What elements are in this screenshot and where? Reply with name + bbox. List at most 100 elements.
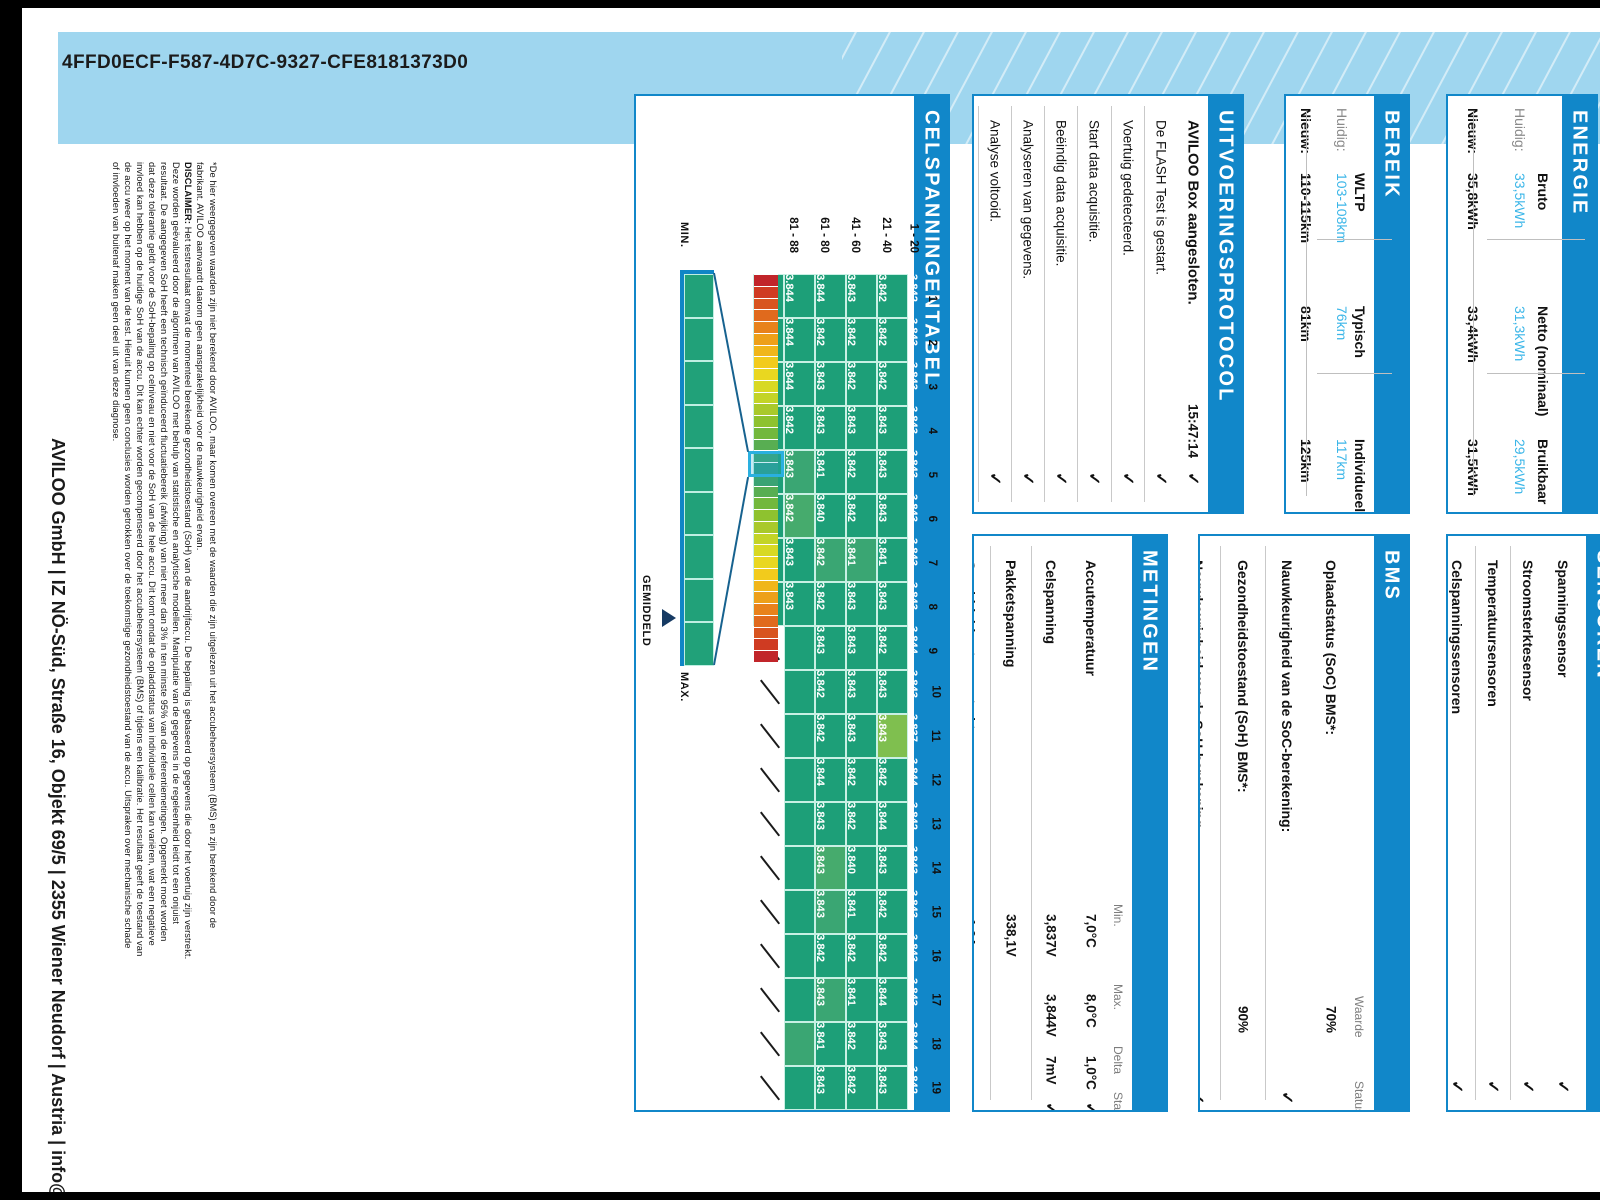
matrix-column-header: WLTP bbox=[1351, 172, 1368, 212]
legend-average-label: GEMIDDELD bbox=[640, 574, 652, 647]
panel-title-sensoren: SENSOREN bbox=[1586, 536, 1600, 1110]
grid-cell-value: 3.843 bbox=[813, 846, 826, 874]
disclaimer-line: Deze worden geëvalueerd door de algoritm… bbox=[171, 162, 181, 925]
grid-cell-empty bbox=[753, 670, 784, 714]
grid-cell: 3.843 bbox=[784, 406, 826, 450]
protocol-row-label: Beëindig data acquisitie. bbox=[1053, 120, 1069, 267]
bms-row-label: Oplaadstatus (SoC) BMS*: bbox=[1323, 560, 1340, 736]
grid-cell-value: 3.843 bbox=[875, 582, 888, 610]
grid-cell: 3.843 bbox=[877, 934, 919, 978]
protocol-status-check-icon: ✓ bbox=[1184, 472, 1202, 486]
protocol-row: Voertuig gedetecteerd. ✓ bbox=[1110, 106, 1144, 502]
grid-cell-value: 3.843 bbox=[844, 626, 857, 654]
legend-cell: 3.841 bbox=[684, 447, 725, 492]
grid-row-label-text: 81 - 88 bbox=[786, 217, 799, 253]
grid-cell-value: 3.842 bbox=[782, 494, 795, 522]
matrix-column-header: Individueel bbox=[1351, 439, 1368, 513]
grid-cell-value: 3.843 bbox=[844, 670, 857, 698]
metingen-delta-value: 1,0°C bbox=[1083, 1056, 1099, 1090]
heatmap-scale-segment bbox=[754, 391, 778, 404]
disclaimer-line: de accu weer op het moment van de test. … bbox=[123, 162, 133, 949]
grid-cell: 3.843 bbox=[846, 714, 888, 758]
grid-column-index-text: 7 bbox=[926, 559, 939, 566]
grid-cell-empty bbox=[753, 1066, 784, 1110]
grid-cell: 3.841 bbox=[846, 538, 888, 582]
grid-cell: 3.842 bbox=[877, 1110, 908, 1112]
protocol-status-check-icon: ✓ bbox=[1052, 472, 1070, 486]
grid-cell-value: 3.842 bbox=[844, 802, 857, 830]
grid-cell: 3.843 bbox=[815, 670, 857, 714]
grid-cell-value: 3.842 bbox=[844, 450, 857, 478]
grid-cell-value: 3.843 bbox=[844, 582, 857, 610]
sensoren-row-label: Celspanningssensoren bbox=[1449, 560, 1466, 715]
energie-body: Bruto Netto (nominaal) Bruikbaar Huidig: 33,… bbox=[1448, 96, 1585, 512]
grid-cell-value: 3.844 bbox=[906, 626, 919, 654]
metingen-body: Min. Max. Delta Status Accutemperatuur 7,0°C 8… bbox=[974, 536, 1132, 1110]
grid-cell-value: 3.842 bbox=[875, 934, 888, 962]
grid-cell-value: 3.843 bbox=[906, 538, 919, 566]
grid-cell-value: 3.842 bbox=[876, 1110, 888, 1112]
bms-row: Oplaadstatus (SoC) BMS*: 70% bbox=[1309, 546, 1354, 1100]
protocol-row: Beëindig data acquisitie. ✓ bbox=[1044, 106, 1077, 502]
disclaimer-line: fabrikant. AVILOO aanvaardt daarom geen … bbox=[195, 162, 205, 551]
grid-cell-value: 3.842 bbox=[844, 318, 857, 346]
bms-row: Nauwkeurigheid van de SoH-berekening: ✓ bbox=[1200, 546, 1220, 1104]
grid-cell-value: 3.843 bbox=[813, 890, 826, 918]
grid-cell: 3.843 bbox=[877, 846, 919, 890]
grid-cell: 3.842 bbox=[877, 1066, 919, 1110]
grid-cell-value: 3.843 bbox=[875, 670, 888, 698]
grid-cell: 3.842 bbox=[846, 318, 888, 362]
sensoren-row: Temperatuursensoren ✓ bbox=[1474, 546, 1511, 1100]
grid-cell: 3.841 bbox=[815, 538, 857, 582]
grid-cell-value: 3.840 bbox=[813, 494, 826, 522]
grid-cell: 3.844 bbox=[784, 758, 826, 802]
grid-cell-value: 3.843 bbox=[875, 494, 888, 522]
grid-cell-value: 3.842 bbox=[844, 1066, 857, 1094]
grid-cell-value: 3.843 bbox=[813, 978, 826, 1006]
panel-sensoren: SENSOREN Spanningssensor ✓ Stroomsterktese… bbox=[1446, 534, 1600, 1112]
grid-cell-empty bbox=[753, 890, 784, 934]
legend-cell: 3.838 bbox=[684, 317, 725, 362]
grid-column-index-text: 17 bbox=[929, 993, 942, 1006]
grid-cell: 3.843 bbox=[877, 318, 919, 362]
heatmap-scale-segment bbox=[754, 344, 778, 357]
metingen-delta-value: 7mV bbox=[1043, 1056, 1059, 1085]
grid-cell: 3.843 bbox=[846, 582, 888, 626]
report-uuid: 4FFD0ECF-F587-4D7C-9327-CFE8181373D0 bbox=[62, 52, 469, 73]
grid-cell-value: 3.843 bbox=[906, 494, 919, 522]
grid-column-index-text: 1 bbox=[926, 295, 939, 302]
grid-cell: 3.843 bbox=[815, 714, 857, 758]
legend-cell: 3.843 bbox=[684, 578, 725, 623]
grid-cell: 3.841 bbox=[815, 890, 857, 934]
grid-cell: 3.843 bbox=[846, 1022, 888, 1066]
panel-title-energie: ENERGIE bbox=[1562, 96, 1596, 512]
heatmap-scale-segment bbox=[754, 544, 778, 557]
heatmap-scale-segment bbox=[754, 497, 778, 510]
grid-cell: 3.842 bbox=[877, 274, 919, 318]
metingen-max-value: 8,0°C bbox=[1083, 994, 1099, 1028]
grid-cell: 3.843 bbox=[877, 582, 919, 626]
panel-bms: BMS Waarde Status Oplaadstatus (SoC) BMS*:… bbox=[1198, 534, 1410, 1112]
grid-cell-value: 3.842 bbox=[813, 670, 826, 698]
grid-row-label-text: 41 - 60 bbox=[848, 217, 861, 253]
grid-cell: 3.842 bbox=[846, 934, 888, 978]
matrix-cell: 33,5kWh bbox=[1511, 172, 1528, 228]
grid-row-label-text: 61 - 80 bbox=[817, 217, 830, 253]
grid-cell-value: 3.842 bbox=[875, 626, 888, 654]
grid-cell-value: 3.843 bbox=[782, 582, 795, 610]
grid-cell-value: 3.843 bbox=[906, 846, 919, 874]
grid-cell: 3.843 bbox=[815, 626, 857, 670]
grid-cell: 3.840 bbox=[784, 494, 826, 538]
grid-cell: 3.843 bbox=[784, 846, 826, 890]
legend-cell: 3.837 bbox=[684, 273, 725, 318]
grid-cell-value: 3.843 bbox=[875, 406, 888, 434]
grid-column-index-text: 13 bbox=[929, 817, 942, 830]
heatmap-scale-segment bbox=[754, 603, 778, 615]
grid-cell: 3.843 bbox=[877, 450, 919, 494]
disclaimer-line: *De hier weergegeven waarden zijn niet b… bbox=[208, 162, 218, 929]
sensoren-status-check-icon: ✓ bbox=[1448, 1080, 1466, 1094]
heatmap-scale-segment bbox=[754, 321, 778, 333]
grid-cell: 3.843 bbox=[784, 890, 826, 934]
panel-title-text: UITVOERINGSPROTOCOL bbox=[1214, 110, 1237, 403]
metingen-min-value: 3,837V bbox=[1043, 914, 1059, 957]
